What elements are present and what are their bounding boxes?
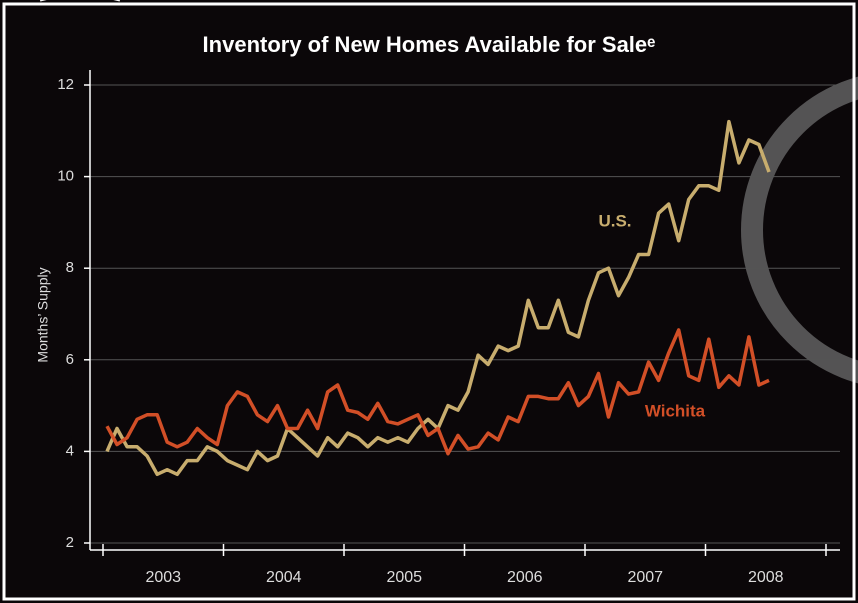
y-tick-label: 12 <box>57 76 74 93</box>
y-tick-label: 4 <box>66 442 74 459</box>
x-tick-label: 2006 <box>507 569 543 586</box>
chart: Inventory of New Homes Available for Sal… <box>0 0 858 603</box>
series-label: Wichita <box>645 401 706 420</box>
x-tick-label: 2008 <box>748 569 784 586</box>
y-tick-label: 8 <box>66 259 74 276</box>
y-axis-label: Months’ Supply <box>35 267 51 362</box>
x-tick-label: 2007 <box>627 569 663 586</box>
chart-title: Inventory of New Homes Available for Sal… <box>203 32 656 57</box>
y-tick-label: 6 <box>66 351 74 368</box>
series-label: U.S. <box>598 211 631 230</box>
background <box>0 0 858 603</box>
x-tick-label: 2004 <box>266 569 302 586</box>
y-tick-label: 2 <box>66 534 74 551</box>
y-tick-label: 10 <box>57 168 74 185</box>
x-tick-label: 2003 <box>145 569 181 586</box>
x-tick-label: 2005 <box>386 569 422 586</box>
